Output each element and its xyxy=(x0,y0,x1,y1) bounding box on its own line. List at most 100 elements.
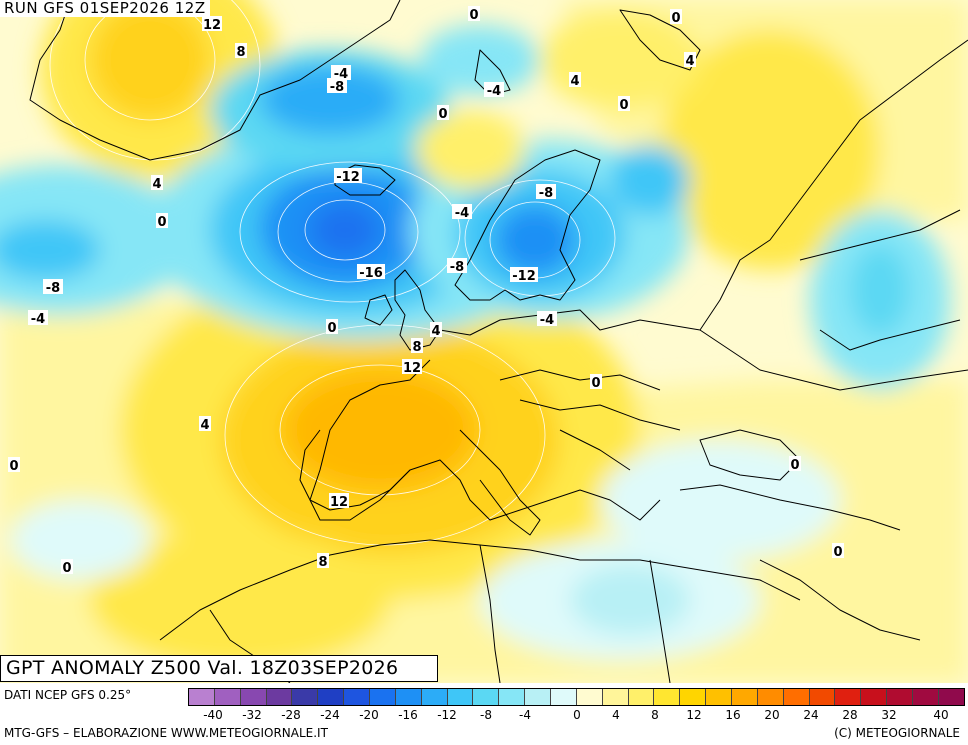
legend-tick-label: -20 xyxy=(359,708,379,722)
legend-swatch xyxy=(525,689,552,705)
contour-label: 4 xyxy=(685,54,694,69)
legend-tick-label: -28 xyxy=(281,708,301,722)
contour-label-bg xyxy=(334,168,362,183)
legend-swatch xyxy=(628,689,655,705)
legend-swatch xyxy=(654,689,681,705)
contour-label-bg xyxy=(8,457,20,472)
legend-tick-label: -4 xyxy=(519,708,531,722)
contour-label-bg xyxy=(684,52,696,67)
legend-swatch xyxy=(473,689,500,705)
legend-swatch xyxy=(887,689,914,705)
legend-tick-label: -32 xyxy=(242,708,262,722)
contour-label-bg xyxy=(536,184,556,199)
legend-swatch xyxy=(292,689,319,705)
legend-swatch xyxy=(189,689,215,705)
legend-tick-label: -16 xyxy=(398,708,418,722)
contour-label-bg xyxy=(789,456,801,471)
contour-label-bg xyxy=(329,493,349,508)
contour-label: -4 xyxy=(487,84,501,99)
legend-swatch xyxy=(680,689,707,705)
contour-label-bg xyxy=(331,65,351,80)
contour-label: 8 xyxy=(236,45,245,60)
legend-tick-label: 32 xyxy=(881,708,897,722)
color-legend xyxy=(188,688,965,706)
legend-swatch xyxy=(266,689,293,705)
legend-swatch xyxy=(421,689,448,705)
contour-label: -12 xyxy=(512,269,536,284)
contour-label-bg xyxy=(590,374,602,389)
contour-label: -8 xyxy=(330,80,344,95)
legend-swatch xyxy=(240,689,267,705)
legend-tick-label: -8 xyxy=(480,708,492,722)
contour-label-bg xyxy=(537,311,557,326)
legend-swatch xyxy=(395,689,422,705)
contour-label-bg xyxy=(430,322,442,337)
contour-label-bg xyxy=(452,204,472,219)
contour-label: 8 xyxy=(318,555,327,570)
legend-swatch xyxy=(551,689,577,705)
anomaly-map: 12 8 0 0 4 -4 -8 -4 4 0 0 4 0 -12 -8 -4 -16 -8 -12 -8 -4 0 -4 4… xyxy=(0,0,968,683)
legend-swatch xyxy=(938,689,964,705)
contour-label-bg xyxy=(670,9,682,24)
legend-tick-label: 0 xyxy=(573,708,581,722)
contour-label: 0 xyxy=(9,459,18,474)
data-source-credit: DATI NCEP GFS 0.25° xyxy=(4,688,132,702)
contour-label: 0 xyxy=(619,98,628,113)
contour-label-bg xyxy=(326,319,338,334)
contour-label-bg xyxy=(202,16,222,31)
contour-label-bg xyxy=(510,267,538,282)
contour-label: -8 xyxy=(46,281,60,296)
contour-label: 12 xyxy=(403,361,421,376)
contour-label: 4 xyxy=(152,177,161,192)
contour-label-bg xyxy=(317,553,329,568)
legend-tick-label: 20 xyxy=(764,708,780,722)
contour-label: 0 xyxy=(591,376,600,391)
contour-label: 4 xyxy=(431,324,440,339)
contour-label-bg xyxy=(618,96,630,111)
legend-ticks: -40 -32 -28 -24 -20 -16 -12 -8 -4 0 4 8 12 16 20 24 28 32… xyxy=(188,708,965,724)
contour-label-bg xyxy=(411,338,423,353)
contour-label-bg xyxy=(437,105,449,120)
contour-label-bg xyxy=(569,72,581,87)
legend-tick-label: -12 xyxy=(437,708,457,722)
legend-swatch xyxy=(602,689,629,705)
contour-label: 0 xyxy=(62,561,71,576)
legend-tick-label: 4 xyxy=(612,708,620,722)
legend-swatch xyxy=(783,689,810,705)
legend-swatch xyxy=(809,689,836,705)
legend-tick-label: -40 xyxy=(203,708,223,722)
contour-label-bg xyxy=(468,6,480,21)
contour-label-bg xyxy=(832,543,844,558)
legend-swatch xyxy=(732,689,758,705)
contour-label-bg xyxy=(235,43,247,58)
contour-label: 0 xyxy=(157,215,166,230)
contour-label: -4 xyxy=(455,206,469,221)
contour-label: -8 xyxy=(539,186,553,201)
run-label: RUN GFS 01SEP2026 12Z xyxy=(0,0,210,17)
legend-swatch xyxy=(835,689,862,705)
legend-swatch xyxy=(913,689,939,705)
legend-swatch xyxy=(214,689,241,705)
contour-label: -12 xyxy=(336,170,360,185)
legend-swatch xyxy=(757,689,784,705)
contour-label: 12 xyxy=(330,495,348,510)
legend-tick-label: 8 xyxy=(651,708,659,722)
legend-tick-label: 28 xyxy=(842,708,858,722)
legend-swatch xyxy=(861,689,888,705)
processing-credit: MTG-GFS – ELABORAZIONE WWW.METEOGIORNALE… xyxy=(4,726,328,740)
contour-label: -8 xyxy=(450,260,464,275)
contour-label-bg xyxy=(402,359,422,374)
anomaly-field xyxy=(0,0,968,683)
contour-label: 12 xyxy=(203,18,221,33)
contour-label-bg xyxy=(61,559,73,574)
contour-label: 0 xyxy=(438,107,447,122)
contour-label-bg xyxy=(156,213,168,228)
legend-tick-label: 40 xyxy=(933,708,949,722)
contour-label-bg xyxy=(357,264,385,279)
contour-label: -4 xyxy=(540,313,554,328)
contour-label-bg xyxy=(28,310,48,325)
legend-swatch xyxy=(447,689,474,705)
legend-swatch xyxy=(370,689,396,705)
contour-label: 0 xyxy=(469,8,478,23)
contour-label: -16 xyxy=(359,266,383,281)
